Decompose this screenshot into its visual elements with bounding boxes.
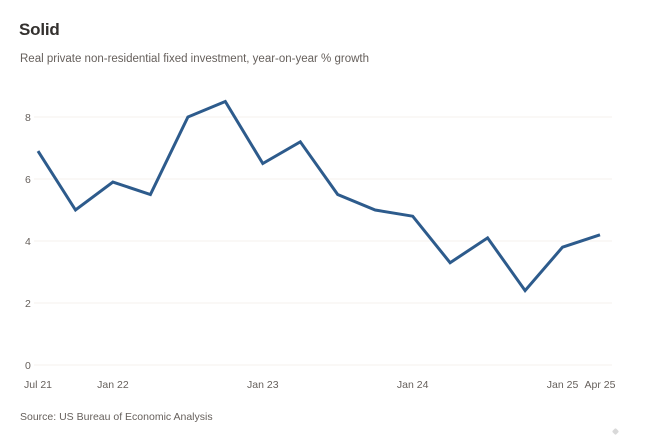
x-tick-label: Jan 25 bbox=[547, 379, 579, 391]
x-axis-ticks: Jul 21 Jan 22 Jan 23 Jan 24 Jan 25 Apr 25 bbox=[24, 379, 616, 391]
x-tick-label: Apr 25 bbox=[585, 379, 616, 391]
source-note: Source: US Bureau of Economic Analysis bbox=[20, 411, 213, 423]
x-tick-label: Jul 21 bbox=[24, 379, 52, 391]
y-tick-label: 4 bbox=[25, 236, 31, 248]
y-tick-label: 6 bbox=[25, 174, 31, 186]
y-axis-ticks: 0 2 4 6 8 bbox=[25, 112, 31, 372]
y-tick-label: 2 bbox=[25, 298, 31, 310]
x-tick-label: Jan 22 bbox=[97, 379, 129, 391]
y-tick-label: 0 bbox=[25, 360, 31, 372]
chart-title: Solid bbox=[19, 20, 60, 39]
series-layer bbox=[36, 99, 601, 294]
x-tick-label: Jan 24 bbox=[397, 379, 429, 391]
series-line bbox=[36, 99, 601, 294]
gridlines bbox=[34, 116, 612, 366]
y-tick-label: 8 bbox=[25, 112, 31, 124]
x-tick-label: Jan 23 bbox=[247, 379, 279, 391]
chart-subtitle: Real private non-residential fixed inves… bbox=[20, 53, 369, 65]
